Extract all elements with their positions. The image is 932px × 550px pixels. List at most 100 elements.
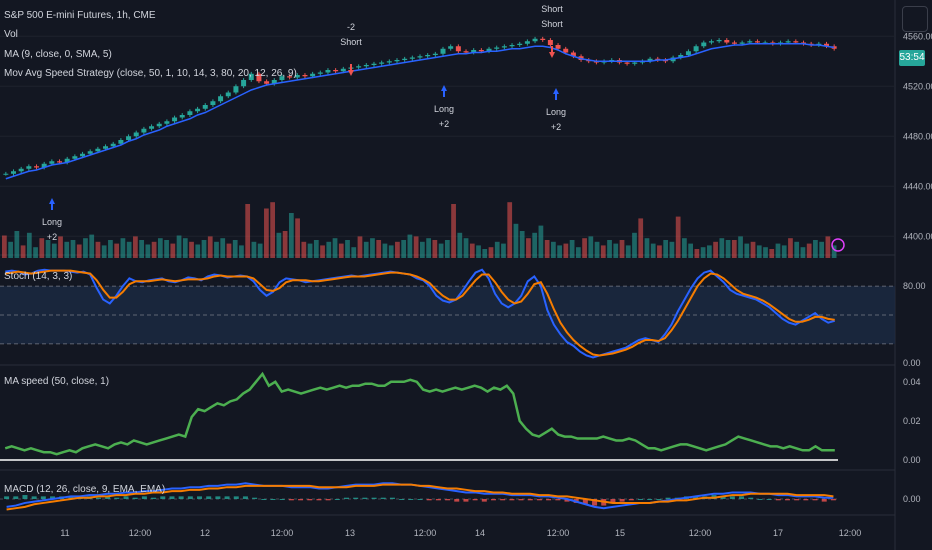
candle-body [126,136,132,140]
volume-bar [295,218,300,258]
signal-label: -2 [347,22,355,32]
legend-vol[interactable]: Vol [4,29,18,40]
candle-body [455,46,461,52]
macd-histogram-bar [729,496,735,499]
volume-bar [376,240,382,258]
candle-body [26,166,32,169]
candle-body [57,161,63,163]
volume-bar [151,241,157,258]
candle-body [294,75,300,78]
stoch-tick-label: 0.00 [903,358,921,368]
volume-bar [613,243,619,258]
volume-bar [438,243,444,258]
volume-bar [8,241,13,258]
volume-bar [176,235,182,258]
candle-body [425,55,431,57]
volume-bar [2,235,7,258]
macd-histogram-bar [353,497,359,499]
candle-body [103,146,109,149]
candle-body [133,132,139,137]
time-tick-label: 12:00 [414,528,437,538]
candle-body [87,151,93,154]
legend-symbol[interactable]: S&P 500 E-mini Futures, 1h, CME [4,10,156,21]
macd-histogram-bar [757,499,763,500]
volume-bar [569,240,575,258]
candle-body [333,70,339,72]
volume-bar [164,240,169,258]
volume-bar [738,236,743,258]
macd-histogram-bar [803,499,809,501]
candle-body [463,51,469,53]
macd-histogram-bar [233,496,239,499]
candle-body [754,41,760,43]
candle-body [532,38,538,42]
macd-histogram-bar [628,499,634,501]
macd-histogram-bar [114,497,120,499]
candle-body [80,153,86,157]
candle-body [678,55,684,58]
legend-ma[interactable]: MA (9, close, 0, SMA, 5) [4,49,112,60]
volume-bar [120,238,126,258]
candle-body [34,166,40,168]
macd-histogram-bar [316,499,322,501]
volume-bar [819,241,825,258]
candle-body [225,92,231,97]
candle-body [156,123,162,127]
speed-tick-label: 0.04 [903,377,921,387]
volume-bar [625,245,631,258]
candle-body [478,50,484,52]
legend-strategy[interactable]: Mov Avg Speed Strategy (close, 50, 1, 10… [4,68,297,79]
signal-value: Short [340,37,362,47]
time-tick-label: 17 [773,528,783,538]
candle-body [302,75,308,77]
candle-body [793,41,799,43]
legend-stoch[interactable]: Stoch (14, 3, 3) [4,271,73,282]
volume-bar [145,244,151,258]
signal-label: Short [541,4,563,14]
time-tick-label: 14 [475,528,485,538]
volume-bar [763,247,768,258]
price-tick-label: 4520.00 [903,81,932,91]
volume-bar [26,232,32,258]
legend-macd[interactable]: MACD (12, 26, close, 9, EMA, EMA) [4,484,166,495]
macd-histogram-bar [334,499,340,500]
macd-histogram-bar [325,499,331,501]
volume-bar [276,232,282,258]
volume-bar [338,243,344,258]
macd-histogram-bar [279,499,285,500]
volume-bar [357,236,363,258]
macd-histogram-bar [141,496,147,499]
macd-histogram-bar [169,496,175,499]
candle-body [141,128,147,133]
candle-body [402,58,408,60]
macd-histogram-bar [637,499,643,500]
macd-histogram-bar [656,499,662,500]
volume-bar [526,238,531,258]
volume-bar [58,236,63,258]
settings-button[interactable] [902,6,928,32]
signal-label: Long [434,104,454,114]
volume-bar [463,238,469,258]
macd-histogram-bar [830,499,836,501]
macd-tick-label: 0.00 [903,494,921,504]
volume-bar [532,232,538,258]
candle-body [685,51,691,55]
candle-body [49,161,55,164]
legend-ma-speed[interactable]: MA speed (50, close, 1) [4,376,110,387]
countdown-price-tag: 53:54 [899,50,925,66]
candle-body [785,41,791,43]
time-tick-label: 12:00 [129,528,152,538]
volume-bar [575,247,581,258]
macd-histogram-bar [564,499,570,502]
volume-bar [382,243,388,258]
macd-histogram-bar [123,496,129,499]
volume-bar [544,240,550,258]
ma-line [5,43,835,180]
macd-histogram-bar [720,496,726,499]
volume-bar [288,213,294,258]
macd-histogram-bar [13,496,19,499]
volume-bar [83,238,88,258]
volume-bar [831,245,837,258]
volume-bar [607,240,612,258]
